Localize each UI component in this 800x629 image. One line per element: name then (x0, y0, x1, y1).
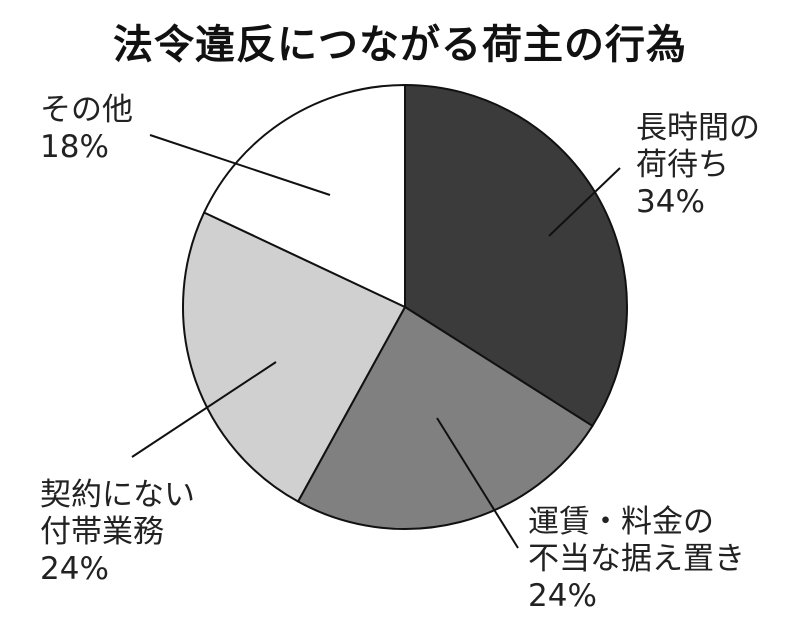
pie-slices (182, 84, 628, 530)
slice-category-label: 荷待ち (636, 147, 729, 183)
slice-label-2: 運賃・料金の不当な据え置き 24% (528, 504, 745, 614)
slice-value-label: 24% (528, 578, 597, 614)
leader-line-1 (548, 167, 621, 237)
slice-category-label: 不当な据え置き (528, 541, 745, 577)
leader-lines (131, 134, 621, 549)
slice-value-label: 34% (636, 184, 705, 220)
leader-line-3 (131, 361, 277, 458)
leader-line-4 (149, 134, 331, 196)
slice-category-label: 契約にない (40, 477, 195, 513)
slice-category-label: その他 (40, 92, 133, 128)
slice-category-label: 長時間の (636, 110, 760, 146)
slice-value-label: 18% (40, 129, 109, 165)
pie-slice-3 (182, 211, 406, 503)
leader-line-2 (436, 417, 519, 549)
slice-label-4: その他 18% (40, 92, 133, 165)
pie-slice-1 (404, 84, 628, 427)
pie-slice-2 (297, 306, 594, 530)
pie-slice-4 (203, 84, 406, 308)
slice-label-1: 長時間の荷待ち 34% (636, 110, 760, 220)
chart-title: 法令違反につながる荷主の行為 (113, 22, 687, 68)
slice-category-label: 運賃・料金の (528, 504, 714, 540)
slice-labels: 長時間の荷待ち 34%運賃・料金の不当な据え置き 24%契約にない付帯業務 24%その… (40, 92, 760, 614)
slice-value-label: 24% (40, 551, 109, 587)
slice-category-label: 付帯業務 (40, 514, 164, 550)
slice-label-3: 契約にない付帯業務 24% (40, 477, 195, 587)
